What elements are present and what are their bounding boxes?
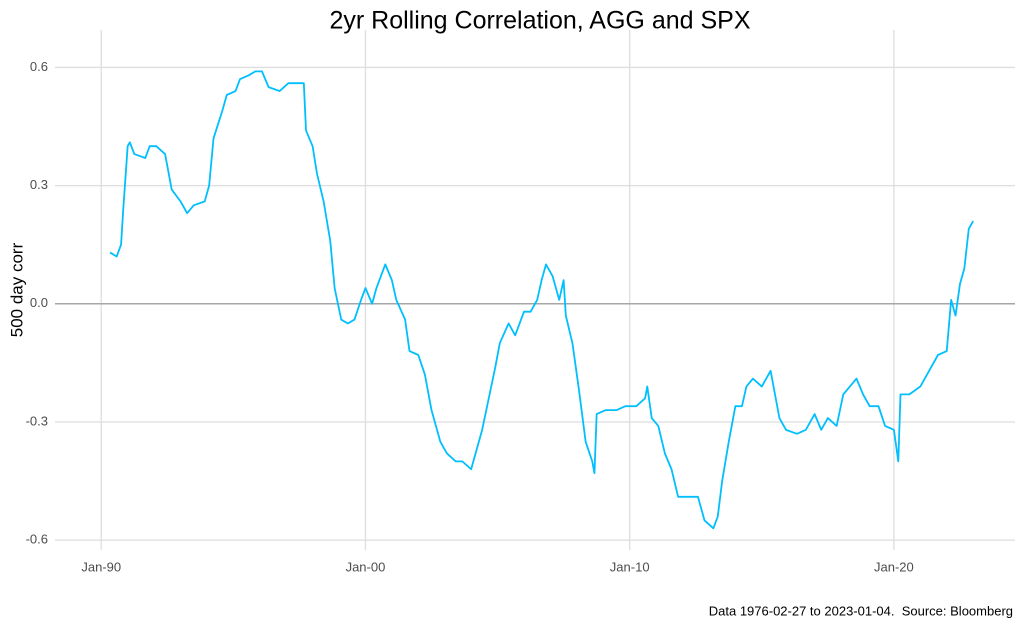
x-tick-label: Jan-10 — [610, 559, 650, 574]
y-tick-label: -0.3 — [26, 413, 48, 428]
y-tick-label: -0.6 — [26, 532, 48, 547]
y-tick-label: 0.3 — [30, 177, 48, 192]
y-tick-label: 0.6 — [30, 59, 48, 74]
y-tick-label: 0.0 — [30, 295, 48, 310]
y-axis-title: 500 day corr — [7, 242, 26, 337]
x-tick-label: Jan-90 — [81, 559, 121, 574]
x-tick-label: Jan-20 — [874, 559, 914, 574]
x-tick-label: Jan-00 — [346, 559, 386, 574]
caption: Data 1976-02-27 to 2023-01-04. Source: B… — [709, 603, 1013, 618]
chart-title: 2yr Rolling Correlation, AGG and SPX — [329, 7, 750, 35]
data-line — [109, 70, 974, 530]
